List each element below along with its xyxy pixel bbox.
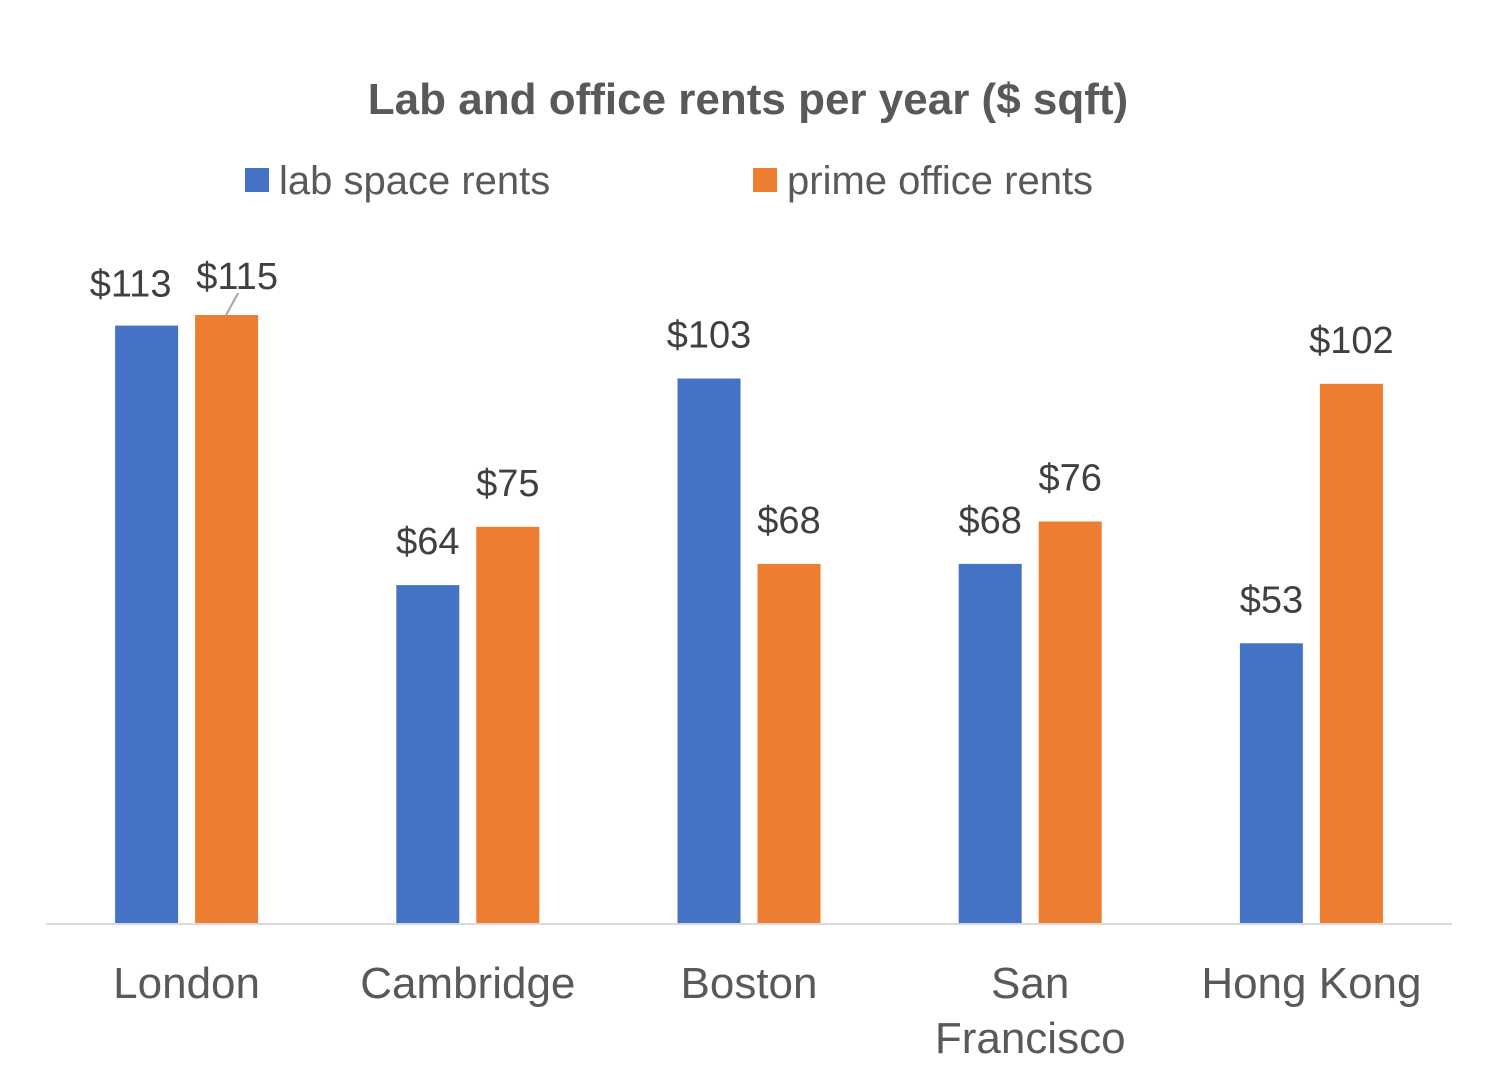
legend: lab space rents prime office rents [245, 159, 1093, 203]
legend-label-lab-space: lab space rents [279, 159, 550, 203]
bar-prime-office-rents-san-francisco [1038, 521, 1102, 924]
legend-swatch-prime-office [753, 168, 777, 192]
bar-lab-space-rents-hong-kong [1239, 643, 1303, 924]
bar-prime-office-rents-hong-kong [1319, 383, 1383, 924]
legend-label-prime-office: prime office rents [787, 159, 1093, 203]
data-label-lab-space-rents-san-francisco: $68 [958, 500, 1021, 542]
data-label-lab-space-rents-cambridge: $64 [396, 521, 459, 563]
chart-title: Lab and office rents per year ($ sqft) [368, 75, 1128, 124]
data-label-prime-office-rents-boston: $68 [757, 500, 820, 542]
category-label-cambridge: Cambridge [360, 959, 575, 1008]
bar-lab-space-rents-san-francisco [958, 563, 1022, 924]
bar-prime-office-rents-boston [757, 563, 821, 924]
data-labels: $113 $115 $64 $75 $103 $68 $68 $76 $53 $102 [90, 256, 1394, 621]
category-label-london: London [113, 959, 260, 1008]
category-label-hong-kong: Hong Kong [1201, 959, 1421, 1008]
data-label-lab-space-rents-boston: $103 [667, 315, 752, 357]
bar-lab-space-rents-london [115, 325, 179, 925]
data-label-leader-line [225, 292, 239, 316]
category-label-san-francisco-line-1: San [991, 959, 1069, 1008]
data-label-lab-space-rents-london: $113 [90, 264, 172, 306]
data-label-lab-space-rents-hong-kong: $53 [1240, 579, 1303, 621]
data-label-prime-office-rents-cambridge: $75 [476, 463, 539, 505]
category-axis-labels: London Cambridge Boston San Francisco Hong Ko… [113, 959, 1421, 1063]
category-label-boston: Boston [681, 959, 818, 1008]
bar-lab-space-rents-boston [677, 378, 741, 924]
bar-prime-office-rents-cambridge [476, 526, 540, 924]
bar-lab-space-rents-cambridge [396, 585, 460, 924]
data-label-prime-office-rents-hong-kong: $102 [1309, 320, 1394, 362]
bars [115, 315, 1383, 925]
bar-prime-office-rents-london [195, 315, 259, 924]
legend-swatch-lab-space [245, 168, 269, 192]
data-label-prime-office-rents-san-francisco: $76 [1038, 458, 1101, 500]
data-label-prime-office-rents-london: $115 [196, 256, 278, 298]
category-label-san-francisco-line-2: Francisco [935, 1014, 1126, 1063]
